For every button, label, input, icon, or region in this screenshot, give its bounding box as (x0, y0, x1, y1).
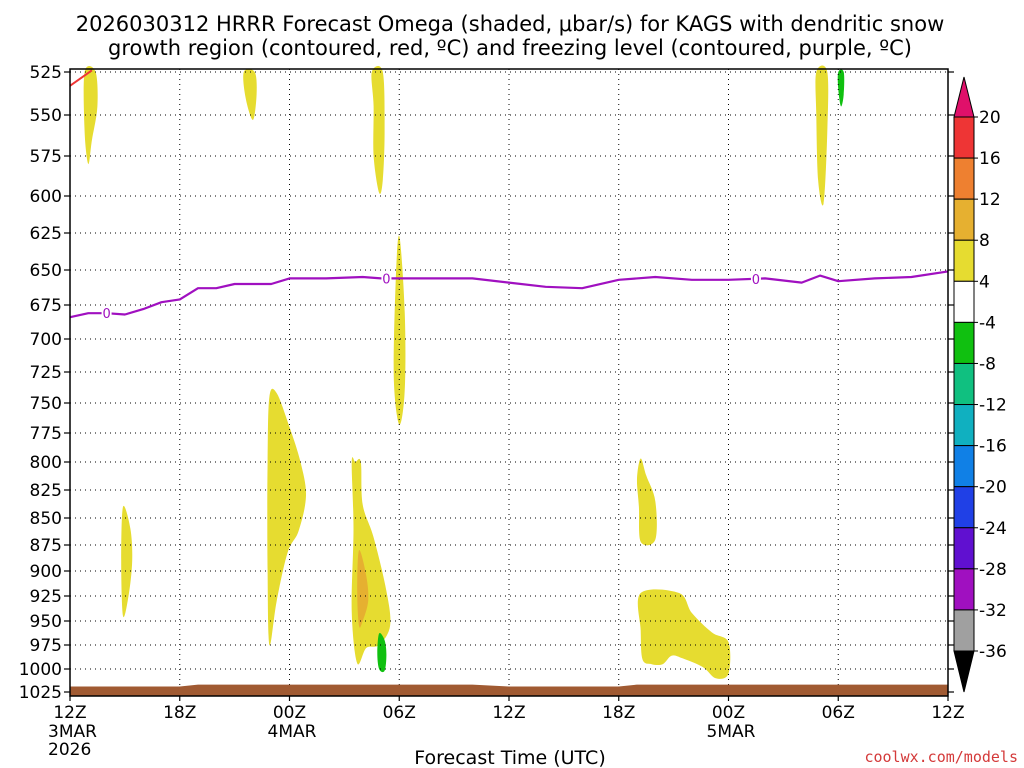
freezing-label-bg (381, 271, 392, 286)
y-tick-label: 850 (30, 509, 62, 529)
y-tick-label: 700 (30, 330, 62, 350)
y-tick-label: 900 (30, 562, 62, 582)
omega-region-6 (393, 235, 406, 425)
dgz-contour-line (69, 69, 93, 87)
y-tick-label: 800 (30, 453, 62, 473)
colorbar-swatch (953, 445, 975, 488)
colorbar-label: -8 (979, 354, 996, 374)
freezing-level-line (69, 270, 949, 319)
x-tick-label: 12Z (53, 703, 86, 723)
colorbar-label: 12 (979, 190, 1001, 210)
colorbar: 20 16 12 8 4 -4 -8 -12 -16 -20 -24 -28 -32 -36 (953, 76, 1007, 693)
colorbar-swatch (953, 404, 975, 447)
omega-region-11 (377, 633, 387, 673)
y-tick-label: 600 (30, 187, 62, 207)
colorbar-label: -24 (979, 519, 1007, 539)
colorbar-swatch (953, 527, 975, 570)
colorbar-label: -4 (979, 313, 996, 333)
x-tick-label: 06Z (383, 703, 416, 723)
colorbar-label: 20 (979, 108, 1001, 128)
chart-title-line1: 2026030312 HRRR Forecast Omega (shaded, … (76, 12, 945, 36)
y-tick-label: 550 (30, 106, 62, 126)
x-tick-label: 18Z (602, 703, 635, 723)
x-tick-label: 00Z (273, 703, 306, 723)
y-tick-label: 525 (30, 63, 62, 83)
y-tick-label: 750 (30, 394, 62, 414)
x-tick-date: 5MAR (707, 722, 756, 742)
omega-region-10 (357, 549, 369, 628)
x-tick-date: 3MAR (48, 722, 97, 742)
x-tick-label: 06Z (822, 703, 855, 723)
terrain-fill (70, 684, 948, 696)
colorbar-label: -28 (979, 560, 1007, 580)
x-axis-label: Forecast Time (UTC) (414, 747, 605, 768)
omega-shading (83, 65, 845, 679)
omega-region-4 (815, 65, 829, 206)
y-tick-label: 650 (30, 261, 62, 281)
y-tick-label: 575 (30, 147, 62, 167)
freezing-label-bg (750, 271, 761, 286)
x-tick-label: 12Z (931, 703, 964, 723)
colorbar-label: 16 (979, 149, 1001, 169)
colorbar-label: 4 (979, 272, 990, 292)
colorbar-swatch (953, 568, 975, 611)
y-tick-label: 675 (30, 296, 62, 316)
y-tick-label: 1025 (19, 683, 62, 703)
colorbar-label: -36 (979, 642, 1007, 662)
y-tick-label: 950 (30, 612, 62, 632)
y-tick-label: 925 (30, 587, 62, 607)
credit-label: coolwx.com/models (864, 748, 1018, 766)
y-tick-label: 725 (30, 363, 62, 383)
x-tick-label: 18Z (163, 703, 196, 723)
colorbar-label: -32 (979, 601, 1007, 621)
terrain (70, 684, 948, 696)
colorbar-swatch (953, 157, 975, 200)
x-tick-label: 00Z (712, 703, 745, 723)
y-tick-label: 775 (30, 424, 62, 444)
freezing-level-label: 0 (102, 307, 110, 322)
y-tick-label: 875 (30, 536, 62, 556)
y-tick-label: 825 (30, 481, 62, 501)
colorbar-swatch (953, 116, 975, 159)
colorbar-top-arrow (953, 76, 975, 118)
colorbar-label: -20 (979, 478, 1007, 498)
contours: 0 0 0 (69, 69, 949, 322)
colorbar-swatch (953, 321, 975, 364)
colorbar-swatch (953, 280, 975, 323)
y-tick-label: 975 (30, 636, 62, 656)
colorbar-label: -16 (979, 437, 1007, 457)
omega-region-3 (371, 66, 385, 194)
colorbar-swatch (953, 362, 975, 406)
omega-region-13 (637, 589, 731, 679)
colorbar-label: 8 (979, 231, 990, 251)
y-axis: 525 550 575 600 625 650 675 700 725 750 775 800 825 8… (19, 63, 954, 703)
colorbar-swatch (953, 198, 975, 241)
y-tick-label: 625 (30, 224, 62, 244)
colorbar-swatch (953, 239, 975, 282)
omega-region-7 (267, 388, 307, 646)
colorbar-bottom-arrow (953, 650, 975, 693)
x-tick-date: 4MAR (268, 722, 317, 742)
colorbar-swatch (953, 486, 975, 529)
chart-title-line2: growth region (contoured, red, ºC) and f… (108, 36, 912, 60)
freezing-label-bg (101, 306, 112, 321)
x-tick-label: 12Z (492, 703, 525, 723)
colorbar-swatch (953, 609, 975, 652)
x-tick-year: 2026 (48, 740, 91, 760)
plot-background (70, 69, 948, 696)
omega-region-8 (121, 505, 133, 618)
freezing-level-label: 0 (752, 273, 760, 288)
plot-area: 0 0 0 (69, 65, 949, 697)
freezing-level-label: 0 (382, 272, 390, 287)
omega-region-2 (243, 68, 257, 120)
y-tick-label: 1000 (19, 660, 62, 680)
omega-region-12 (636, 458, 657, 546)
colorbar-label: -12 (979, 396, 1007, 416)
omega-region-5 (837, 69, 845, 107)
